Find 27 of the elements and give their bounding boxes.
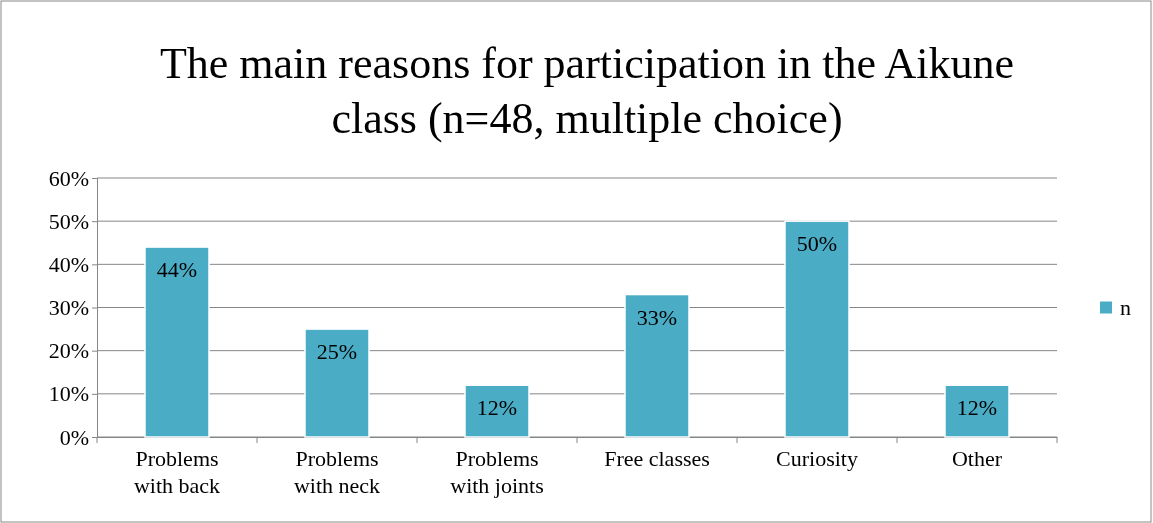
y-tick-label: 10%	[48, 381, 89, 407]
bar	[624, 293, 690, 438]
data-label: 12%	[476, 395, 518, 421]
x-tick-label: Free classes	[604, 446, 710, 472]
bar	[944, 384, 1010, 438]
y-tick-label: 20%	[48, 338, 89, 364]
y-tick-label: 50%	[48, 208, 89, 234]
x-tick-label: Problems with back	[133, 446, 221, 498]
x-tick-label: Curiosity	[776, 446, 858, 472]
chart-title: The main reasons for participation in the Aikune class (n=48, multiple choice)	[159, 39, 1015, 143]
y-tick-label: 40%	[48, 251, 89, 277]
bar	[784, 220, 850, 438]
y-tick-label: 30%	[48, 295, 89, 321]
x-tick-label: Problems with neck	[293, 446, 381, 498]
data-label: 33%	[636, 304, 678, 330]
data-label: 12%	[956, 395, 998, 421]
bar	[144, 246, 210, 438]
data-label: 44%	[156, 257, 198, 283]
x-tick-label: Problems with joints	[450, 446, 544, 498]
data-label: 50%	[796, 231, 838, 257]
y-tick-label: 60%	[48, 165, 89, 191]
y-tick-label: 0%	[59, 424, 89, 450]
data-label: 25%	[316, 339, 358, 365]
bar	[464, 384, 530, 438]
x-tick-label: Other	[951, 446, 1003, 472]
bar	[304, 328, 370, 438]
legend-label: n	[1120, 294, 1131, 320]
